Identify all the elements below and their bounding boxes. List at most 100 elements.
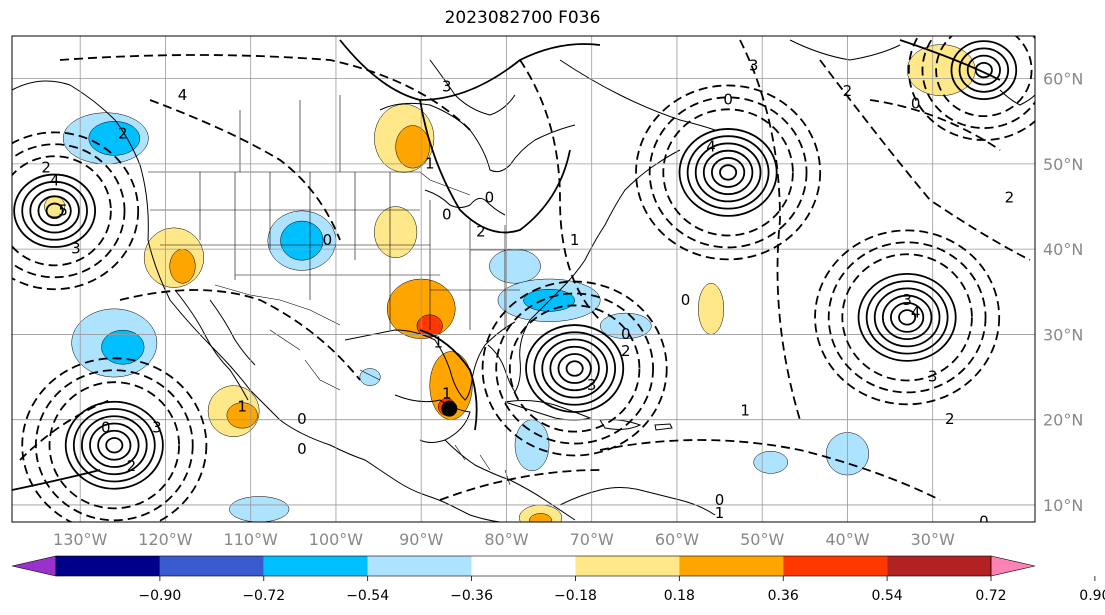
height-contour-solid <box>541 338 608 399</box>
height-contour-dashed <box>12 131 140 291</box>
height-contour-dashed <box>21 357 208 522</box>
longitude-tick-label: 110°W <box>224 530 279 549</box>
longitude-tick-label: 130°W <box>53 530 108 549</box>
contour-label: 0 <box>297 440 307 458</box>
height-contour-solid <box>702 149 754 196</box>
colorbar-tick-label: 0.18 <box>664 588 695 604</box>
contour-label: 3 <box>928 368 938 386</box>
latitude-tick-label: 30°N <box>1043 325 1083 344</box>
height-contour-dashed <box>869 99 1001 151</box>
colorbar-frame <box>55 555 992 577</box>
longitude-tick-label: 30°W <box>911 530 955 549</box>
colorbar-swatch <box>471 556 576 576</box>
contour-label: 2 <box>1005 189 1015 207</box>
colorbar-tick-label: −0.54 <box>346 588 389 604</box>
anomaly-lightblue-patch <box>753 450 789 474</box>
height-contour-solid <box>958 47 1010 93</box>
longitude-tick-label: 60°W <box>655 530 699 549</box>
height-contour-solid <box>89 422 140 468</box>
height-contour-solid <box>711 157 746 188</box>
colorbar: −0.90 −0.72 −0.54 −0.36 −0.18 0.18 0.36 0.54 0.7… <box>11 555 1105 604</box>
height-contour-solid <box>557 353 592 384</box>
height-contour-solid <box>72 408 156 483</box>
height-contour-solid <box>865 280 949 355</box>
height-contour-dashed <box>819 59 1031 261</box>
height-contour-dashed <box>635 84 822 261</box>
contour-label: 0 <box>723 90 733 108</box>
height-contour-dashed <box>508 304 641 433</box>
storm-center-dot <box>441 400 458 417</box>
latitude-tick-label: 60°N <box>1043 70 1083 89</box>
contour-label: 4 <box>178 86 188 104</box>
height-contour-solid <box>719 164 738 181</box>
contour-label: 0 <box>485 189 495 207</box>
height-contour-dashed <box>119 289 361 381</box>
contour-label: 1 <box>570 231 580 249</box>
contour-label: 5 <box>58 201 68 219</box>
contour-label: 1 <box>715 504 725 522</box>
contour-label: 4 <box>50 171 60 189</box>
anomaly-lightblue-patch <box>489 248 541 284</box>
height-contour-solid <box>29 188 80 234</box>
contour-label: 2 <box>945 410 955 428</box>
height-contour-dashed <box>519 59 601 321</box>
height-contour-solid <box>898 309 917 326</box>
contour-label: 0 <box>101 419 111 437</box>
longitude-tick-label: 100°W <box>309 530 364 549</box>
latitude-tick-label: 40°N <box>1043 240 1083 259</box>
colorbar-swatch <box>679 556 784 576</box>
contour-label: 3 <box>442 78 452 96</box>
colorbar-tick-label: −0.90 <box>138 588 181 604</box>
colorbar-swatch <box>575 556 680 576</box>
contour-label: 1 <box>740 402 750 420</box>
storm-position-marker <box>441 400 458 417</box>
height-contour-solid <box>339 39 601 101</box>
anomaly-orange-patch <box>529 513 552 522</box>
contour-label: 0 <box>323 231 333 249</box>
height-contour-solid <box>857 272 957 362</box>
height-contour-solid <box>899 39 1001 81</box>
height-contour-solid <box>37 195 72 227</box>
height-contour-dashed <box>59 54 471 131</box>
height-contour-dashed <box>48 381 180 510</box>
contour-label: 1 <box>442 385 452 403</box>
anomaly-yellow-patch <box>374 206 418 258</box>
height-contour-dashed <box>935 36 1033 118</box>
height-contour-dashed <box>814 229 1001 406</box>
anomaly-blue-patch <box>280 220 324 261</box>
contour-label: 1 <box>433 333 443 351</box>
contour-label: 2 <box>118 125 128 143</box>
height-contour-solid <box>890 301 925 333</box>
anomaly-lightblue-patch <box>599 312 652 339</box>
contour-label: 1 <box>425 154 435 172</box>
height-contour-solid <box>549 345 600 392</box>
contour-label: 2 <box>621 342 631 360</box>
height-contour-solid <box>12 469 101 491</box>
height-contour-solid <box>419 329 478 431</box>
contour-label: 2 <box>476 223 486 241</box>
height-contour-dashed <box>495 292 654 445</box>
map-title: 2023082700 F036 <box>444 8 601 28</box>
height-contour-dashed <box>739 39 801 421</box>
anomaly-orange-patch <box>169 248 196 284</box>
height-contour-solid <box>950 40 1018 100</box>
contour-label: 0 <box>681 291 691 309</box>
contour-label: 4 <box>911 304 921 322</box>
colorbar-swatch <box>263 556 368 576</box>
contour-label: 0 <box>911 95 921 113</box>
height-contour-solid <box>81 415 148 476</box>
height-contour-solid <box>966 54 1001 86</box>
height-contours <box>12 36 1035 522</box>
colorbar-tick-label: 0.36 <box>768 588 799 604</box>
longitude-tick-label: 120°W <box>138 530 193 549</box>
colorbar-tick-label: 0.72 <box>975 588 1006 604</box>
height-contour-solid <box>13 173 97 248</box>
longitude-tick-labels: 130°W 120°W 110°W 100°W 90°W 80°W 70°W 60°W 50°W… <box>53 530 955 549</box>
height-contour-solid <box>694 142 762 203</box>
longitude-tick-label: 80°W <box>484 530 528 549</box>
height-contour-solid <box>678 128 778 217</box>
height-contour-dashed <box>662 108 794 237</box>
colorbar-tick-label: 0.90 <box>1079 588 1105 604</box>
contour-label: 0 <box>442 206 452 224</box>
